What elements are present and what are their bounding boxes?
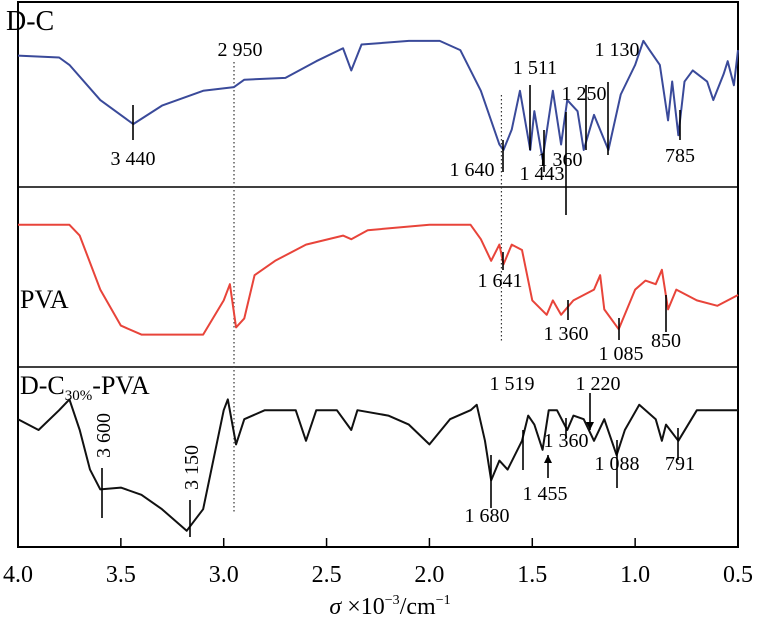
panel-label-dc: D-C bbox=[6, 6, 54, 37]
x-tick-label: 4.0 bbox=[3, 562, 33, 588]
peak-label: 3 600 bbox=[93, 413, 115, 458]
peak-label: 1 220 bbox=[576, 373, 621, 395]
peak-label: 1 088 bbox=[595, 453, 640, 475]
spectrum-line-2 bbox=[18, 223, 739, 336]
peak-label: 1 085 bbox=[599, 343, 644, 365]
peak-label: 1 360 bbox=[544, 323, 589, 345]
peak-label: 1 640 bbox=[450, 159, 495, 181]
panel-label-pva: PVA bbox=[20, 285, 69, 314]
peak-label: 1 641 bbox=[478, 270, 523, 292]
peak-label: 1 360 bbox=[538, 149, 583, 171]
peak-arrow-icon bbox=[586, 422, 594, 430]
peak-label: 785 bbox=[665, 145, 695, 167]
x-tick-label: 1.0 bbox=[620, 562, 650, 588]
peak-label: 1 519 bbox=[490, 373, 535, 395]
peak-label: 3 150 bbox=[181, 445, 203, 490]
peak-label: 1 360 bbox=[544, 430, 589, 452]
peak-arrow-icon bbox=[544, 455, 552, 463]
peak-label: 850 bbox=[651, 330, 681, 352]
peak-label: 1 511 bbox=[513, 57, 557, 79]
peak-label: 1 455 bbox=[523, 483, 568, 505]
peak-label: 3 440 bbox=[111, 148, 156, 170]
peak-label: 1 443 bbox=[520, 163, 565, 185]
plot-frame bbox=[17, 1, 739, 548]
spectrum-line-3 bbox=[17, 398, 738, 532]
x-tick-label: 0.5 bbox=[723, 562, 753, 588]
peak-label: 1 250 bbox=[562, 83, 607, 105]
x-tick-label: 3.0 bbox=[209, 562, 239, 588]
x-tick-label: 1.5 bbox=[517, 562, 547, 588]
x-tick-label: 2.5 bbox=[312, 562, 342, 588]
peak-label: 1 680 bbox=[465, 505, 510, 527]
peak-label: 1 130 bbox=[595, 39, 640, 61]
x-tick-label: 2.0 bbox=[414, 562, 444, 588]
peak-label: 2 950 bbox=[218, 39, 263, 61]
panel-label-dc-pva: D-C30%-PVA bbox=[20, 371, 150, 404]
x-tick-label: 3.5 bbox=[106, 562, 136, 588]
x-axis-label: σ ×10−3/cm−1 bbox=[329, 593, 450, 620]
peak-label: 791 bbox=[665, 453, 695, 475]
